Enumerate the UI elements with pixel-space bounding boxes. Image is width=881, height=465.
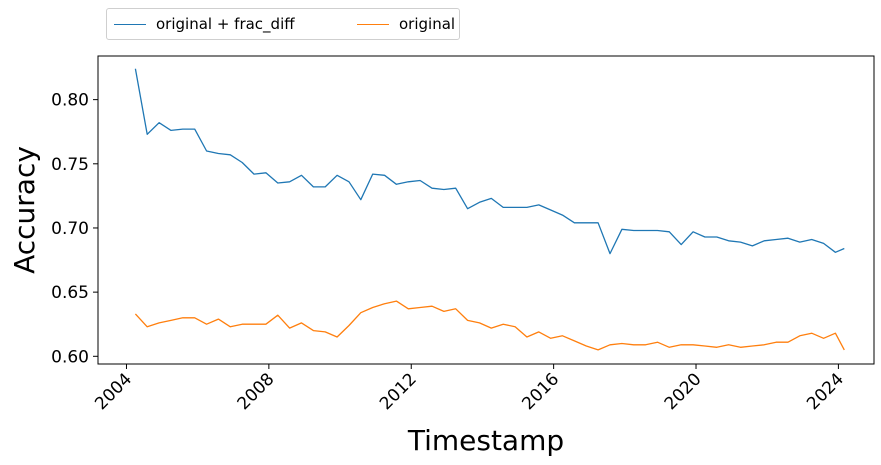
legend: original + frac_diff original: [106, 8, 460, 40]
legend-swatch-original: [357, 23, 389, 25]
x-axis-label: Timestamp: [407, 424, 564, 457]
series-line-original: [134, 300, 845, 351]
x-tick-label: 2020: [661, 369, 706, 414]
x-tick-label: 2004: [91, 369, 136, 414]
y-tick-label: 0.75: [51, 155, 89, 175]
y-tick-label: 0.60: [51, 347, 89, 367]
y-axis-ticks: 0.60 0.65 0.70 0.75 0.80: [51, 91, 98, 367]
legend-label-frac-diff: original + frac_diff: [156, 15, 295, 33]
y-tick-label: 0.80: [51, 91, 89, 111]
series-line-frac-diff: [134, 68, 845, 255]
legend-item-original: original: [357, 9, 455, 39]
y-tick-label: 0.70: [51, 219, 89, 239]
x-tick-label: 2016: [518, 369, 563, 414]
legend-label-original: original: [399, 15, 456, 33]
x-axis-ticks: 2004 2008 2012 2016 2020 2024: [91, 364, 848, 414]
x-tick-label: 2024: [803, 369, 848, 414]
plot-frame: [97, 55, 875, 365]
series-layer: [134, 68, 845, 351]
y-tick-label: 0.65: [51, 283, 89, 303]
x-tick-label: 2012: [376, 369, 421, 414]
legend-swatch-frac-diff: [114, 23, 146, 25]
legend-item-frac-diff: original + frac_diff: [114, 9, 295, 39]
y-axis-label: Accuracy: [8, 146, 41, 274]
x-tick-label: 2008: [234, 369, 279, 414]
